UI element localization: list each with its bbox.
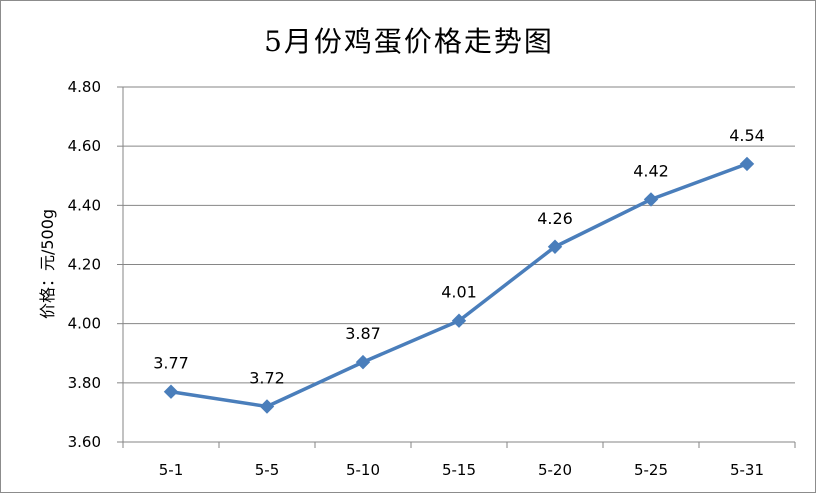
data-label: 4.54: [729, 126, 765, 145]
y-tick-label: 3.60: [68, 433, 101, 451]
data-labels: 3.77 3.72 3.87 4.01 4.26 4.42 4.54: [153, 126, 765, 388]
chart-title: 5月份鸡蛋价格走势图: [264, 25, 554, 58]
x-tick-label: 5-20: [538, 461, 572, 479]
y-tick-label: 4.40: [68, 196, 101, 214]
data-point-marker: [259, 399, 275, 414]
y-tick-label: 4.20: [68, 256, 101, 274]
data-label: 4.01: [441, 283, 477, 302]
x-tick-label: 5-5: [255, 461, 280, 479]
y-tick-label: 3.80: [68, 374, 101, 392]
data-label: 4.42: [633, 161, 669, 180]
x-tick-label: 5-15: [442, 461, 476, 479]
y-axis-label: 价格：元/500g: [38, 209, 57, 319]
data-point-marker: [643, 192, 659, 207]
data-label: 3.72: [249, 369, 285, 388]
data-point-marker: [739, 156, 755, 172]
data-point-marker: [547, 239, 563, 254]
data-point-marker: [355, 354, 371, 370]
x-tick-label: 5-25: [634, 461, 668, 479]
data-point-marker: [451, 313, 467, 328]
x-tick-label: 5-1: [159, 461, 184, 479]
gridlines: [117, 86, 795, 443]
data-markers: [163, 156, 755, 414]
x-tick-label: 5-10: [346, 461, 380, 479]
x-tick-label: 5-31: [730, 461, 764, 479]
y-tick-labels: 3.60 3.80 4.00 4.20 4.40 4.60 4.80: [68, 78, 101, 451]
y-tick-label: 4.60: [68, 137, 101, 155]
data-label: 4.26: [537, 209, 573, 228]
data-label: 3.77: [153, 354, 189, 373]
y-tick-label: 4.80: [68, 78, 101, 96]
data-point-marker: [163, 384, 179, 399]
x-tick-labels: 5-1 5-5 5-10 5-15 5-20 5-25 5-31: [122, 442, 796, 479]
y-tick-label: 4.00: [68, 315, 101, 333]
data-label: 3.87: [345, 324, 381, 343]
